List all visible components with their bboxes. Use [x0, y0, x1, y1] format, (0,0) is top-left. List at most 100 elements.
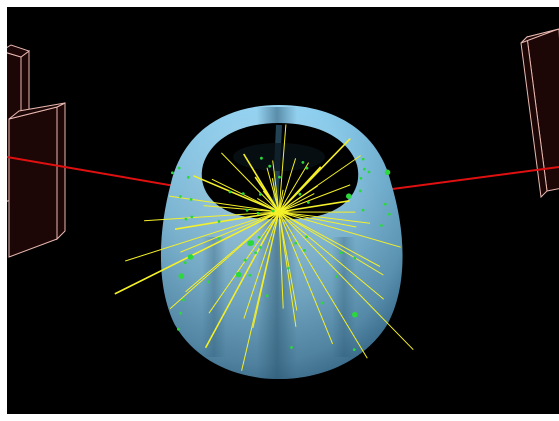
track-line — [278, 155, 361, 213]
hit-point — [320, 301, 324, 305]
hit-point — [363, 167, 366, 171]
hit-point — [294, 241, 298, 245]
hit-point — [247, 240, 253, 247]
hit-point — [243, 258, 247, 262]
hit-point — [305, 166, 309, 170]
track-line — [278, 211, 414, 351]
hit-point — [352, 311, 358, 318]
hit-point — [178, 273, 185, 279]
hit-point — [257, 235, 261, 239]
track-line — [278, 124, 287, 213]
track-line — [278, 162, 310, 213]
track-line — [278, 211, 334, 345]
hit-point — [245, 208, 249, 212]
hit-point — [228, 190, 232, 194]
hit-point — [286, 266, 290, 270]
calorimeter-hits — [171, 156, 391, 351]
track-line — [278, 211, 298, 311]
hit-point — [380, 224, 383, 227]
track-line — [169, 195, 280, 213]
hit-point — [352, 348, 356, 351]
hit-point — [217, 220, 221, 223]
hit-point — [305, 235, 308, 239]
hit-point — [190, 215, 194, 219]
hit-point — [183, 261, 187, 265]
track-line — [272, 160, 280, 213]
muon-chamber-left — [7, 44, 66, 258]
hit-point — [254, 251, 257, 255]
hit-point — [189, 198, 193, 201]
hit-point — [265, 294, 269, 298]
track-line — [278, 211, 357, 228]
track-line — [125, 211, 280, 262]
hit-point — [271, 209, 275, 213]
hit-point — [259, 246, 262, 249]
hit-point — [248, 273, 252, 277]
track-line — [278, 184, 351, 213]
hit-point — [361, 208, 365, 212]
hit-point — [384, 169, 391, 176]
track-line — [278, 158, 297, 213]
hit-point — [179, 311, 183, 315]
track-line — [257, 197, 280, 213]
hit-point — [260, 156, 263, 160]
hit-point — [217, 237, 221, 240]
hit-point — [353, 256, 357, 260]
hit-point — [358, 189, 362, 193]
event-scene — [7, 28, 559, 379]
track-line — [193, 175, 280, 213]
hit-point — [184, 217, 188, 221]
hit-point — [179, 195, 182, 198]
hit-point — [177, 166, 181, 170]
track-line — [278, 200, 350, 213]
hit-point — [298, 192, 302, 196]
track-line — [204, 211, 280, 349]
track-line — [266, 167, 280, 213]
3d-viewport[interactable] — [7, 7, 559, 414]
hit-point — [340, 251, 343, 255]
hit-point — [256, 211, 260, 215]
hit-point — [278, 175, 281, 179]
track-line — [174, 211, 280, 230]
track-line — [241, 211, 280, 371]
muon-chamber-right — [520, 28, 559, 199]
track-line — [243, 153, 280, 213]
hit-point — [290, 346, 293, 349]
track-line — [278, 211, 384, 276]
hit-point — [361, 157, 365, 161]
hit-point — [207, 280, 210, 284]
hit-point — [346, 193, 352, 199]
track-line — [278, 211, 381, 267]
track-line — [114, 211, 280, 295]
track-line — [203, 205, 280, 213]
track-line — [278, 211, 371, 224]
track-line — [208, 211, 280, 314]
track-line — [169, 211, 280, 310]
track-line — [278, 211, 368, 359]
hit-point — [301, 161, 305, 164]
hit-point — [259, 193, 262, 196]
track-line — [278, 211, 284, 309]
hit-point — [177, 327, 180, 331]
track-line — [278, 138, 351, 213]
track-line — [278, 193, 315, 213]
hit-point — [387, 212, 391, 216]
detector-barrel — [160, 105, 403, 379]
particle-tracks — [114, 124, 414, 371]
track-line — [221, 152, 280, 213]
hit-point — [367, 170, 371, 174]
hit-point — [171, 171, 174, 175]
hit-point — [182, 298, 185, 302]
track-line — [278, 211, 401, 248]
hit-point — [187, 254, 194, 260]
hit-point — [268, 164, 272, 168]
track-line — [243, 211, 280, 319]
hit-point — [335, 275, 338, 278]
hit-point — [383, 202, 387, 206]
hit-point — [303, 249, 306, 252]
hit-point — [359, 176, 363, 180]
hit-point — [241, 192, 245, 196]
hit-point — [307, 201, 310, 204]
hit-point — [235, 271, 242, 278]
